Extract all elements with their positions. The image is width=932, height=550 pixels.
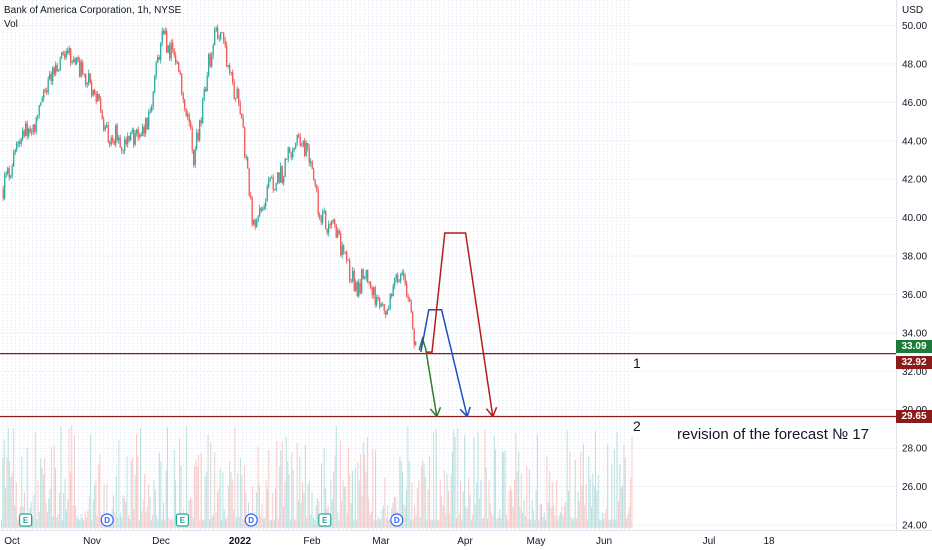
dividend-marker-label: D [248,516,254,525]
x-tick-label: Apr [457,536,473,547]
x-tick-label: 18 [763,536,775,547]
forecast-path-1 [418,336,438,417]
level-2-price-tag: 29.65 [896,410,932,423]
level-2-label: 2 [633,418,641,434]
y-tick-label: 28.00 [902,444,927,455]
dividend-marker [390,513,404,527]
forecast-arrow-head [485,408,494,417]
y-tick-label: 50.00 [902,21,927,32]
price-series [2,24,417,349]
x-tick-label: Mar [372,536,390,547]
y-tick-label: 40.00 [902,213,927,224]
level-1-price-tag: 32.92 [896,355,932,369]
earnings-marker [19,513,33,527]
dividend-marker [100,513,114,527]
x-tick-label: 2022 [229,536,252,547]
x-tick-label: Feb [303,536,321,547]
earnings-marker-label: E [180,516,186,525]
y-tick-label: 48.00 [902,59,927,70]
volume-label: Vol [4,19,18,30]
plot-background [0,0,632,530]
grid [0,0,896,530]
dividend-marker-label: D [104,516,110,525]
y-tick-label: 26.00 [902,482,927,493]
y-tick-label: 24.00 [902,521,927,532]
y-tick-label: 44.00 [902,136,927,147]
x-tick-label: Jun [596,536,612,547]
earnings-marker-label: E [23,516,29,525]
dividend-marker [244,513,258,527]
forecast-arrow-head [492,406,498,417]
y-tick-label: 46.00 [902,98,927,109]
earnings-marker-label: E [322,516,328,525]
earnings-marker [175,513,189,527]
dividend-marker-label: D [394,516,400,525]
earnings-marker [318,513,332,527]
x-tick-label: May [527,536,546,547]
forecast-paths [418,232,498,418]
x-tick-label: Oct [4,536,20,547]
forecast-path-3 [425,232,494,417]
y-tick-label: 32.00 [902,367,927,378]
forecast-arrow-head [436,406,442,417]
forecast-arrow-head [466,406,471,417]
level-lines [0,352,896,418]
x-tick-label: Jul [703,536,716,547]
x-axis: Oct Nov Dec 2022 Feb Mar Apr May Jun Jul 18 [4,536,775,547]
y-tick-label: 36.00 [902,290,927,301]
x-tick-label: Dec [152,536,170,547]
y-tick-label: 34.00 [902,328,927,339]
y-axis: USD 24.0026.0028.0030.0032.0034.0036.003… [902,5,927,532]
forecast-path-2 [420,309,468,417]
level-1-label: 1 [633,355,641,371]
forecast-arrow-head [459,408,468,418]
forecast-arrow-head [429,408,438,417]
last-price-tag: 33.09 [896,340,932,354]
currency-label: USD [902,5,923,16]
chart-title: Bank of America Corporation, 1h, NYSE [4,5,182,16]
x-tick-label: Nov [83,536,101,547]
y-tick-label: 38.00 [902,252,927,263]
y-tick-label: 42.00 [902,175,927,186]
forecast-annotation: revision of the forecast № 17 [677,426,869,443]
